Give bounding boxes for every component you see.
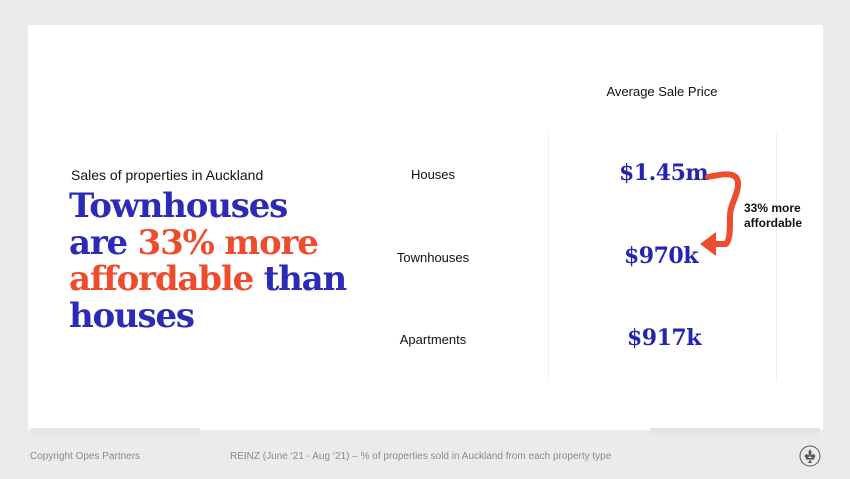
- row-label-apartments: Apartments: [399, 332, 467, 347]
- headline-line-3: affordable than: [69, 261, 369, 298]
- slide-card: [28, 25, 823, 430]
- footer-source: REINZ (June ‘21 - Aug ‘21) – % of proper…: [230, 451, 612, 462]
- headline-text: than: [253, 259, 348, 299]
- headline-highlight: affordable: [69, 259, 254, 299]
- curved-arrow-icon: [700, 171, 741, 256]
- card-shadow-right: [650, 428, 820, 438]
- headline-line-2: are 33% more: [69, 222, 369, 263]
- slide-subtitle: Sales of properties in Auckland: [71, 167, 264, 183]
- row-label-townhouses: Townhouses: [396, 250, 470, 265]
- footer-copyright: Copyright Opes Partners: [30, 451, 141, 462]
- column-header: Average Sale Price: [606, 84, 718, 99]
- annotation-line-1: 33% more: [744, 201, 801, 215]
- headline-highlight: 33% more: [137, 222, 319, 263]
- card-shadow-left: [30, 428, 200, 438]
- row-label-houses: Houses: [410, 167, 456, 182]
- fleur-de-lis-logo-icon: [799, 445, 821, 467]
- slide-headline: Townhouses are 33% more affordable than …: [69, 188, 369, 334]
- affordability-annotation: 33% more affordable: [744, 201, 802, 231]
- annotation-line-2: affordable: [744, 216, 803, 230]
- price-houses: $1.45m: [619, 160, 709, 186]
- price-apartments: $917k: [627, 325, 701, 351]
- column-divider-left: [548, 133, 549, 381]
- headline-text: are: [69, 222, 138, 263]
- price-townhouses: $970k: [624, 243, 698, 269]
- headline-line-1: Townhouses: [69, 186, 288, 226]
- column-divider-right: [776, 133, 777, 381]
- headline-line-4: houses: [69, 295, 195, 336]
